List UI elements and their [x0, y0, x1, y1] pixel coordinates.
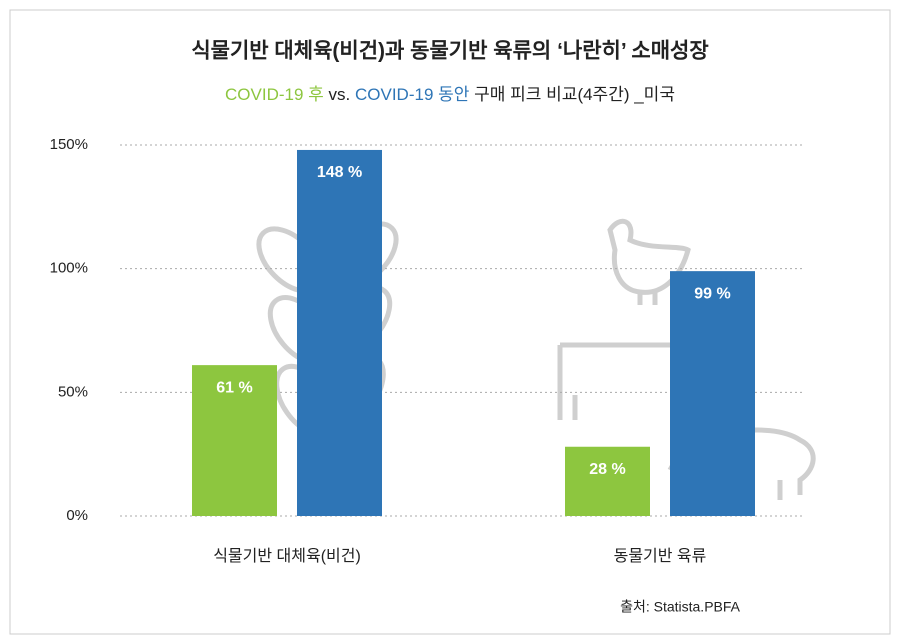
y-tick-label: 100% [50, 260, 88, 277]
chart-title: 식물기반 대체육(비건)과 동물기반 육류의 ‘나란히’ 소매성장 [191, 40, 708, 63]
y-tick-label: 50% [58, 383, 88, 400]
bar [565, 446, 650, 516]
subtitle: 구매 피크 비교(4주간) _미국 [474, 85, 675, 104]
value-label: 28 % [589, 461, 625, 478]
value-label: 99 % [694, 285, 730, 302]
value-label: 148 % [317, 164, 362, 181]
source: 출처: Statista.PBFA [620, 599, 741, 615]
bar [192, 365, 277, 516]
x-tick-label: 동물기반 육류 [614, 547, 707, 565]
value-label: 61 % [216, 379, 252, 396]
y-tick-label: 0% [66, 507, 88, 524]
legend-separator: vs. [329, 85, 351, 104]
bar [670, 271, 755, 516]
legend-entry: COVID-19 후 [225, 85, 324, 104]
bar [297, 149, 382, 517]
x-tick-label: 식물기반 대체육(비건) [213, 547, 361, 565]
y-tick-label: 150% [50, 136, 88, 153]
chart-subtitle: COVID-19 후 vs. COVID-19 동안 구매 피크 비교(4주간)… [225, 85, 675, 104]
legend-entry: COVID-19 동안 [355, 85, 470, 104]
